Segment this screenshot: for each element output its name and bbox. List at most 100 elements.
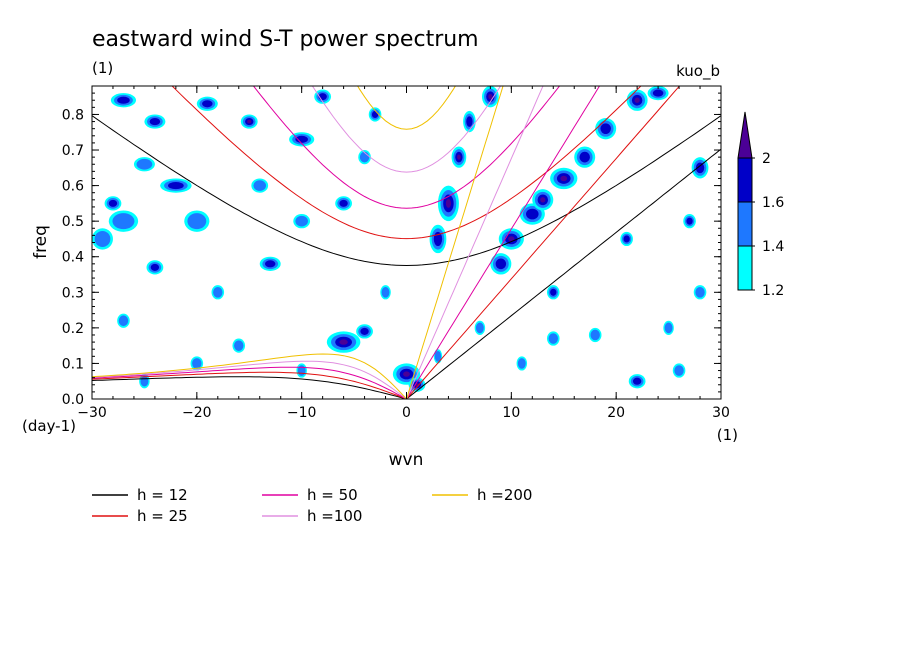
y-tick-label: 0.7 xyxy=(62,143,84,159)
inertia-gravity-curve xyxy=(252,86,561,209)
colorbar: 1.2 1.4 1.6 2 xyxy=(737,111,784,299)
x-axis-label: wvn xyxy=(389,450,424,470)
power-blob xyxy=(187,213,207,230)
power-blob xyxy=(94,230,111,247)
power-blob xyxy=(466,116,473,127)
rossby-curve xyxy=(92,371,407,399)
power-blob xyxy=(590,329,600,341)
power-blob xyxy=(118,315,129,327)
power-blob xyxy=(475,322,484,334)
y-tick-label: 0.0 xyxy=(62,392,84,408)
power-blob xyxy=(548,333,558,344)
legend-label: h =100 xyxy=(307,507,362,525)
x-tick-label: 30 xyxy=(712,405,730,421)
power-blob xyxy=(634,97,640,103)
power-shading xyxy=(92,86,709,392)
power-blob xyxy=(339,339,348,345)
power-blob xyxy=(234,340,244,351)
power-blob xyxy=(686,217,693,225)
colorbar-swatch xyxy=(737,201,753,247)
power-blob xyxy=(295,215,308,227)
title-unit: (1) xyxy=(92,59,113,77)
dispersion-curves xyxy=(92,86,721,399)
inertia-gravity-curve xyxy=(92,115,721,267)
power-blob xyxy=(339,199,348,207)
kelvin-curve xyxy=(406,86,681,399)
power-blob xyxy=(168,182,184,190)
power-blob xyxy=(360,327,369,335)
axis-ticks: −30 −20 −10 0 10 20 30 0.0 0.1 0.2 0.3 0.4 0.5 0.6 0.7… xyxy=(62,85,730,421)
kelvin-curve xyxy=(406,86,601,399)
power-blob xyxy=(359,151,370,163)
power-blob xyxy=(695,286,705,298)
power-blob xyxy=(264,260,276,268)
power-blob xyxy=(192,358,202,369)
kelvin-curve xyxy=(406,148,721,399)
x-tick-label: 10 xyxy=(502,405,520,421)
x-tick-label: −20 xyxy=(182,405,212,421)
y-tick-label: 0.3 xyxy=(62,285,84,301)
power-blob xyxy=(202,100,213,108)
rossby-curve xyxy=(92,353,407,399)
x-tick-label: 20 xyxy=(607,405,625,421)
colorbar-label: 1.6 xyxy=(762,195,784,211)
power-blob xyxy=(297,365,306,376)
power-blob xyxy=(253,180,267,191)
power-blob xyxy=(652,89,664,97)
colorbar-label: 2 xyxy=(762,151,771,167)
x-tick-label: −30 xyxy=(77,405,107,421)
colorbar-extend-arrow xyxy=(737,111,753,159)
inertia-gravity-curve xyxy=(171,86,642,240)
power-blob xyxy=(403,371,410,377)
chart-title: eastward wind S-T power spectrum xyxy=(92,27,479,52)
power-blob xyxy=(664,322,673,334)
power-blob xyxy=(560,175,568,182)
legend-label: h =200 xyxy=(477,486,532,504)
rossby-curve xyxy=(92,360,407,399)
power-blob xyxy=(247,119,252,124)
power-blob xyxy=(457,154,461,160)
power-blob xyxy=(695,162,705,174)
y-tick-label: 0.6 xyxy=(62,179,84,195)
power-blob xyxy=(213,286,223,298)
colorbar-swatch xyxy=(737,245,753,291)
kelvin-curve xyxy=(406,86,544,399)
power-blob xyxy=(140,375,149,387)
power-blob xyxy=(550,288,557,296)
power-blob xyxy=(579,151,590,163)
legend-label: h = 25 xyxy=(137,507,188,525)
y-tick-label: 0.2 xyxy=(62,321,84,337)
power-blob xyxy=(526,208,539,220)
legend-label: h = 50 xyxy=(307,486,358,504)
y-tick-label: 0.4 xyxy=(62,250,84,266)
colorbar-label: 1.2 xyxy=(762,283,784,299)
rossby-curve xyxy=(92,366,407,399)
colorbar-swatch xyxy=(737,157,753,203)
y-tick-label: 0.1 xyxy=(62,356,84,372)
legend-label: h = 12 xyxy=(137,486,188,504)
experiment-label: kuo_b xyxy=(676,62,720,81)
rossby-curve xyxy=(92,376,407,399)
power-blob xyxy=(600,123,611,135)
power-blob xyxy=(632,377,642,385)
y-tick-label: 0.5 xyxy=(62,214,84,230)
x-tick-label: 0 xyxy=(402,405,411,421)
power-blob xyxy=(495,258,507,270)
kelvin-curve xyxy=(406,86,504,399)
power-blob xyxy=(381,286,390,298)
y-tick-label: 0.8 xyxy=(62,107,84,123)
power-blob xyxy=(150,263,160,271)
power-blob xyxy=(108,199,118,207)
power-blob xyxy=(149,118,161,126)
inertia-gravity-curve xyxy=(311,86,502,173)
power-blob xyxy=(117,96,130,104)
inertia-gravity-curve xyxy=(357,86,456,130)
colorbar-label: 1.4 xyxy=(762,239,784,255)
power-blob xyxy=(540,197,546,203)
power-blob xyxy=(517,358,526,369)
power-blob xyxy=(136,158,153,170)
power-blob xyxy=(508,236,515,242)
power-blob xyxy=(674,365,684,376)
x-tick-label: −10 xyxy=(287,405,317,421)
